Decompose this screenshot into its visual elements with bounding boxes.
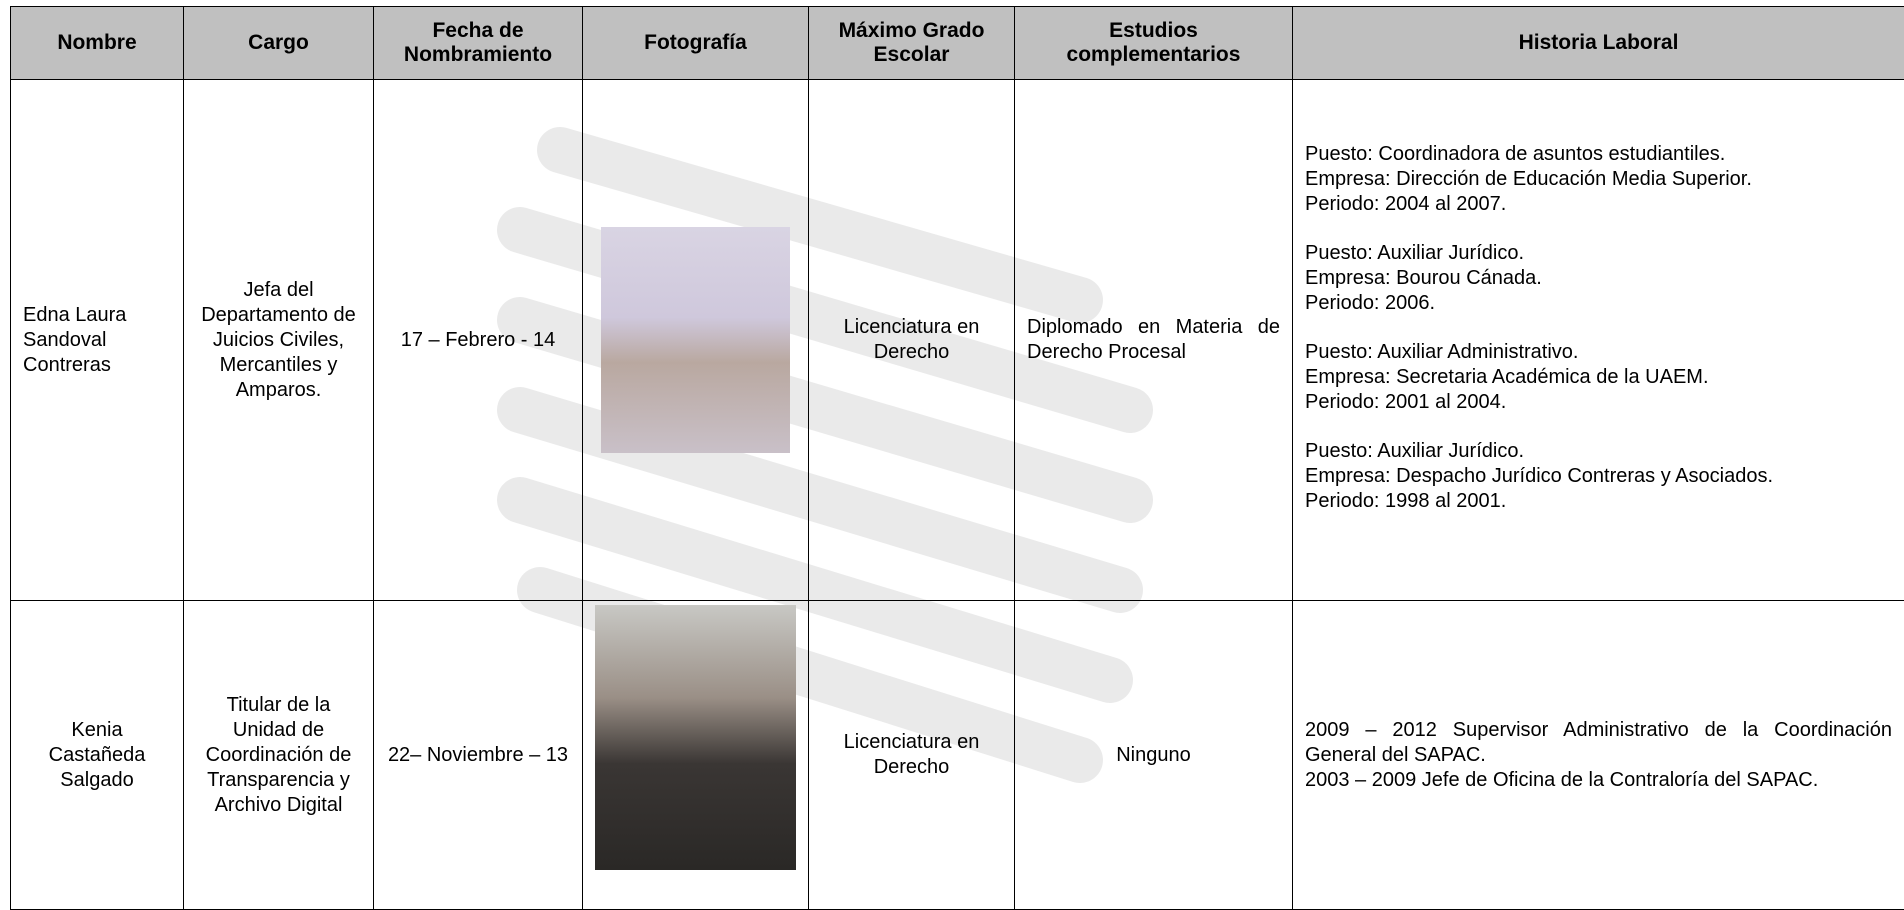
history-cell: 2009 – 2012 Supervisor Administrativo de…: [1293, 601, 1904, 910]
history-line: Puesto: Coordinadora de asuntos estudian…: [1305, 143, 1725, 165]
history-line: Periodo: 2004 al 2007.: [1305, 193, 1506, 215]
history-line: Puesto: Auxiliar Jurídico.: [1305, 440, 1524, 462]
position-cell: Jefa del Departamento de Juicios Civiles…: [184, 80, 374, 601]
history-cell: Puesto: Coordinadora de asuntos estudian…: [1293, 80, 1904, 601]
history-entry: 2003 – 2009 Jefe de Oficina de la Contra…: [1305, 768, 1892, 793]
history-entry: 2009 – 2012 Supervisor Administrativo de…: [1305, 718, 1892, 768]
column-header: Máximo Grado Escolar: [809, 7, 1015, 80]
history-line: Empresa: Bourou Cánada.: [1305, 267, 1542, 289]
photo: [595, 605, 796, 870]
history-line: 2003 – 2009 Jefe de Oficina de la Contra…: [1305, 769, 1818, 791]
column-header: Nombre: [11, 7, 184, 80]
history-line: Empresa: Despacho Jurídico Contreras y A…: [1305, 465, 1773, 487]
column-header: Fotografía: [583, 7, 809, 80]
name-cell: Edna Laura Sandoval Contreras: [11, 80, 184, 601]
photo-cell: [583, 80, 809, 601]
degree-cell: Licenciatura en Derecho: [809, 80, 1015, 601]
history-entry: Puesto: Auxiliar Jurídico. Empresa: Despa…: [1305, 439, 1892, 514]
history-line: Periodo: 2001 al 2004.: [1305, 391, 1506, 413]
history-line: 2009 – 2012 Supervisor Administrativo de…: [1305, 719, 1892, 766]
photo: [601, 227, 790, 453]
position-cell: Titular de la Unidad de Coordinación de …: [184, 601, 374, 910]
history-line: Puesto: Auxiliar Administrativo.: [1305, 341, 1578, 363]
history-line: Puesto: Auxiliar Jurídico.: [1305, 242, 1524, 264]
studies-cell: Diplomado en Materia de Derecho Procesal: [1015, 80, 1293, 601]
history-entry: Puesto: Auxiliar Administrativo. Empresa:…: [1305, 340, 1892, 415]
column-header: Estudios complementarios: [1015, 7, 1293, 80]
name-cell: Kenia Castañeda Salgado: [11, 601, 184, 910]
history-line: Periodo: 2006.: [1305, 292, 1435, 314]
date-cell: 22– Noviembre – 13: [374, 601, 583, 910]
history-line: Empresa: Secretaria Académica de la UAEM…: [1305, 366, 1709, 388]
page: {"table": { "headers": ["Nombre", "Cargo…: [0, 0, 1904, 877]
history-entry: Puesto: Auxiliar Jurídico. Empresa: Bouro…: [1305, 241, 1892, 316]
column-header: Fecha de Nombramiento: [374, 7, 583, 80]
date-cell: 17 – Febrero - 14: [374, 80, 583, 601]
photo-cell: [583, 601, 809, 910]
history-line: Periodo: 1998 al 2001.: [1305, 490, 1506, 512]
studies-cell: Ninguno: [1015, 601, 1293, 910]
column-header: Cargo: [184, 7, 374, 80]
degree-cell: Licenciatura en Derecho: [809, 601, 1015, 910]
history-entry: Puesto: Coordinadora de asuntos estudian…: [1305, 142, 1892, 217]
history-line: Empresa: Dirección de Educación Media Su…: [1305, 168, 1752, 190]
column-header: Historia Laboral: [1293, 7, 1904, 80]
